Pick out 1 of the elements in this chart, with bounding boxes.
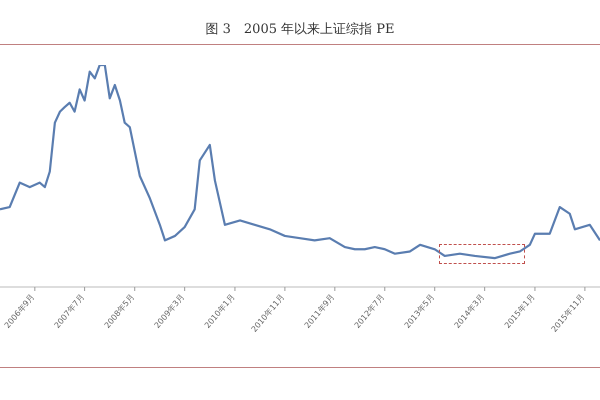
chart-title: 图 3 2005 年以来上证综指 PE	[204, 21, 396, 39]
